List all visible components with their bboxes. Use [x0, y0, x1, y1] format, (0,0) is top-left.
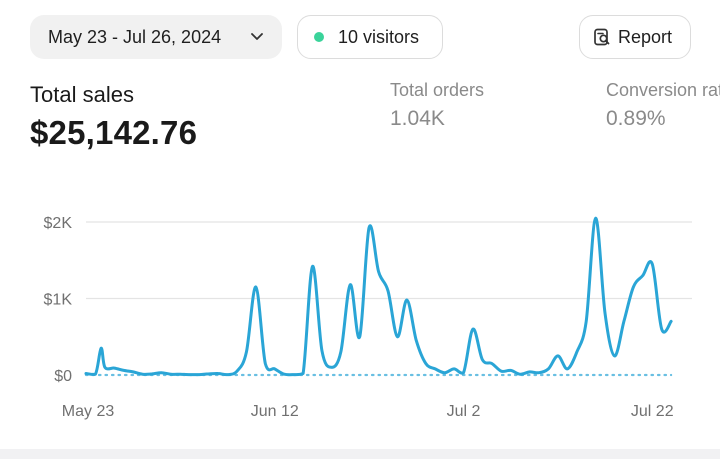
report-label: Report — [618, 26, 673, 47]
conversion-rate-label[interactable]: Conversion rate — [606, 80, 720, 100]
total-sales-value: $25,142.76 — [30, 114, 198, 151]
bottom-panel-edge — [0, 449, 720, 459]
live-dot-icon — [314, 32, 324, 42]
report-button[interactable]: Report — [579, 15, 691, 59]
visitors-button[interactable]: 10 visitors — [297, 15, 443, 59]
x-tick-label: Jun 12 — [251, 403, 299, 420]
y-tick-label: $1K — [44, 292, 73, 309]
x-tick-label: Jul 22 — [631, 403, 674, 420]
date-range-label: May 23 - Jul 26, 2024 — [48, 26, 222, 47]
conversion-rate-value: 0.89% — [606, 107, 666, 130]
total-sales-label: Total sales — [30, 82, 134, 107]
y-tick-label: $2K — [44, 215, 73, 232]
x-tick-label: Jul 2 — [447, 403, 481, 420]
x-tick-label: May 23 — [62, 403, 115, 420]
sales-chart: $0 $1K $2K May 23 Jun 12 Jul 2 Jul 22 — [44, 215, 692, 420]
report-icon — [594, 28, 610, 46]
sales-series-line — [84, 216, 673, 377]
chevron-down-icon — [251, 33, 263, 40]
y-tick-label: $0 — [54, 368, 72, 385]
date-range-picker[interactable]: May 23 - Jul 26, 2024 — [30, 15, 282, 59]
total-orders-value: 1.04K — [390, 107, 445, 130]
total-orders-label[interactable]: Total orders — [390, 80, 485, 100]
visitors-label: 10 visitors — [338, 26, 420, 47]
